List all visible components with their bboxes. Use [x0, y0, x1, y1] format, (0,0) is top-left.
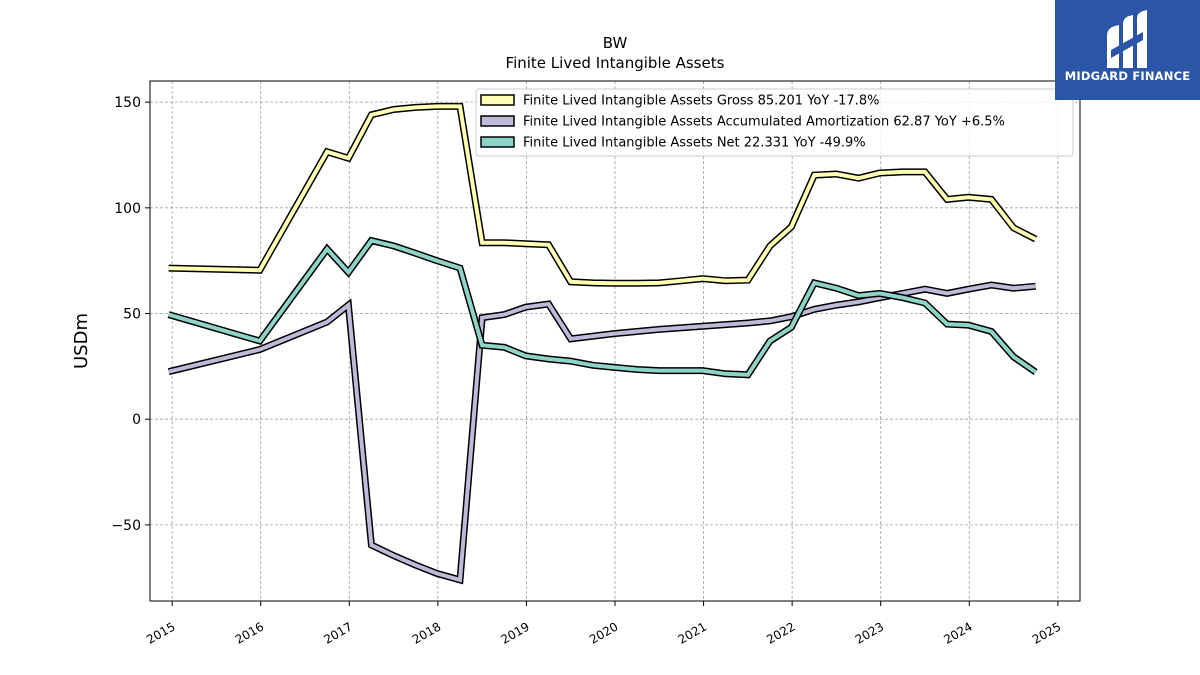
legend-swatch [480, 94, 515, 106]
legend-label: Finite Lived Intangible Assets Accumulat… [523, 115, 1005, 130]
y-tick-label: 0 [132, 412, 141, 428]
legend-box [475, 88, 1074, 157]
logo-text: MIDGARD FINANCE [1064, 69, 1191, 83]
legend-label: Finite Lived Intangible Assets Net 22.33… [523, 136, 866, 151]
y-axis-label: USDm [71, 313, 92, 369]
series-line [168, 104, 1037, 286]
legend-swatch [480, 115, 515, 127]
chart-title: BW [603, 34, 628, 52]
logo-mark-icon [1107, 10, 1147, 68]
y-tick-label: 50 [123, 307, 141, 323]
y-tick-label: 150 [114, 95, 141, 111]
grid-lines [150, 81, 1080, 601]
midgard-finance-logo: MIDGARD FINANCE [1055, 0, 1200, 100]
legend: Finite Lived Intangible Assets Gross 85.… [475, 88, 1074, 157]
series-line [168, 282, 1036, 583]
series-lines [167, 102, 1038, 585]
chart-subtitle: Finite Lived Intangible Assets [506, 54, 725, 72]
legend-label: Finite Lived Intangible Assets Gross 85.… [523, 94, 879, 109]
y-tick-label: −50 [111, 518, 141, 534]
y-tick-label: 100 [114, 201, 141, 217]
series-line [168, 238, 1037, 377]
legend-swatch [480, 136, 515, 148]
